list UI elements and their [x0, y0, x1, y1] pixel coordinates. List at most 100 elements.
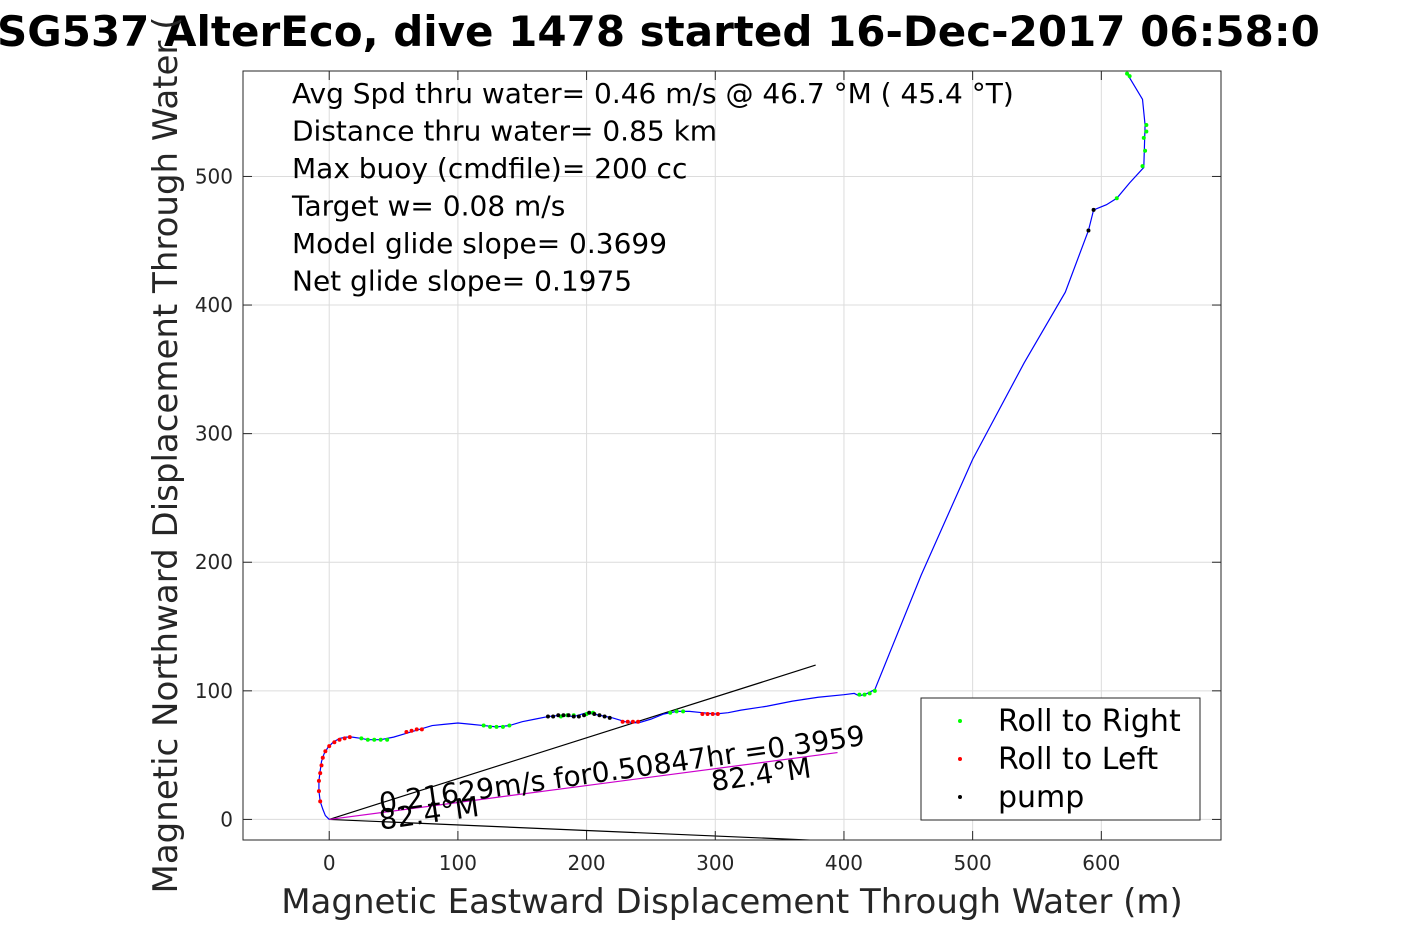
pump-point [592, 711, 597, 716]
x-tick-label: 400 [825, 851, 863, 875]
y-axis-label: Magnetic Northward Displacement Through … [146, 17, 186, 894]
y-tick-label: 200 [195, 550, 233, 574]
legend-marker-pump [958, 795, 962, 799]
pump-point [602, 714, 607, 719]
x-axis-label: Magnetic Eastward Displacement Through W… [281, 882, 1183, 922]
info-line: Net glide slope= 0.1975 [292, 265, 632, 298]
roll-to-right-point [674, 709, 679, 714]
y-tick-label: 500 [195, 164, 233, 188]
roll-to-right-point [1144, 129, 1149, 134]
info-line: Max buoy (cmdfile)= 200 cc [292, 152, 687, 185]
roll-to-left-point [323, 749, 328, 754]
reference-line-0 [329, 664, 816, 820]
axes-box [242, 70, 1222, 841]
roll-to-left-point [337, 737, 342, 742]
roll-to-left-point [625, 719, 630, 724]
info-line: Distance thru water= 0.85 km [292, 115, 717, 148]
x-tick-label: 0 [323, 851, 336, 875]
x-tick-label: 300 [696, 851, 734, 875]
roll-to-left-point [409, 728, 414, 733]
roll-to-right-point [872, 688, 877, 693]
x-tick-label: 100 [439, 851, 477, 875]
pump-point [561, 713, 566, 718]
roll-to-right-point [494, 724, 499, 729]
x-tick-label: 600 [1082, 851, 1120, 875]
legend-box [920, 697, 1201, 821]
pump-point [607, 715, 612, 720]
info-line: Target w= 0.08 m/s [291, 190, 565, 223]
legend-label-roll-to-left: Roll to Left [998, 742, 1158, 777]
legend-label-roll-to-right: Roll to Right [998, 704, 1181, 739]
pump-point [551, 714, 556, 719]
pump-point [1091, 207, 1096, 212]
roll-to-left-point [342, 736, 347, 741]
roll-to-right-point [857, 692, 862, 697]
roll-to-right-point [1144, 123, 1149, 128]
pump-point [571, 714, 576, 719]
roll-to-left-point [414, 727, 419, 732]
roll-to-left-point [705, 711, 710, 716]
roll-to-right-point [378, 737, 383, 742]
pump-point [556, 713, 561, 718]
x-tick-label: 500 [954, 851, 992, 875]
y-tick-label: 0 [220, 807, 233, 831]
roll-to-left-point [319, 763, 324, 768]
roll-to-left-point [404, 729, 409, 734]
roll-to-right-point [862, 692, 867, 697]
pump-point [597, 713, 602, 718]
roll-to-left-point [347, 735, 352, 740]
roll-to-left-point [630, 719, 635, 724]
roll-to-right-point [359, 736, 364, 741]
legend-marker-roll-to-right [958, 719, 962, 723]
grid-lines [243, 71, 1221, 840]
roll-to-left-point [316, 789, 321, 794]
pump-point [1086, 228, 1091, 233]
pump-point [545, 714, 550, 719]
roll-to-left-point [620, 719, 625, 724]
y-tick-label: 400 [195, 293, 233, 317]
roll-to-right-point [1114, 196, 1119, 201]
roll-to-right-point [507, 723, 512, 728]
roll-to-left-point [327, 744, 332, 749]
pump-point [587, 710, 592, 715]
reference-line-1 [329, 818, 822, 840]
legend-label-pump: pump [998, 780, 1084, 815]
y-tick-label: 300 [195, 422, 233, 446]
roll-to-left-point [318, 771, 323, 776]
axis-ticks: 0 100 200 300 400 500 600 0 100 200 300 400 500 [195, 71, 1221, 875]
roll-to-right-point [488, 724, 493, 729]
roll-to-left-point [316, 778, 321, 783]
roll-to-right-point [1127, 74, 1132, 79]
roll-to-right-point [385, 737, 390, 742]
info-line: Model glide slope= 0.3699 [292, 227, 667, 260]
y-tick-label: 100 [195, 679, 233, 703]
series-layer [316, 71, 1149, 820]
pump-point [582, 713, 587, 718]
roll-to-right-point [867, 691, 872, 696]
roll-to-left-point [700, 711, 705, 716]
roll-to-left-point [636, 719, 641, 724]
reference-lines [329, 664, 838, 840]
roll-to-right-point [668, 710, 673, 715]
roll-to-right-point [365, 737, 370, 742]
chart-title: SG537 AlterEco, dive 1478 started 16-Dec… [0, 7, 1320, 56]
roll-to-right-point [681, 709, 686, 714]
roll-to-left-point [419, 727, 424, 732]
roll-to-left-point [318, 799, 323, 804]
pump-point [566, 713, 571, 718]
x-tick-label: 200 [567, 851, 605, 875]
roll-to-right-point [372, 737, 377, 742]
roll-to-left-point [320, 755, 325, 760]
roll-to-left-point [715, 711, 720, 716]
info-line: Avg Spd thru water= 0.46 m/s @ 46.7 °M (… [292, 77, 1014, 110]
legend-marker-roll-to-left [958, 757, 962, 761]
roll-to-right-point [1143, 148, 1148, 153]
pump-point [576, 714, 581, 719]
roll-to-right-point [500, 724, 505, 729]
roll-to-left-point [332, 740, 337, 745]
roll-to-right-point [1140, 164, 1145, 169]
roll-to-left-point [710, 711, 715, 716]
roll-to-right-point [481, 723, 486, 728]
